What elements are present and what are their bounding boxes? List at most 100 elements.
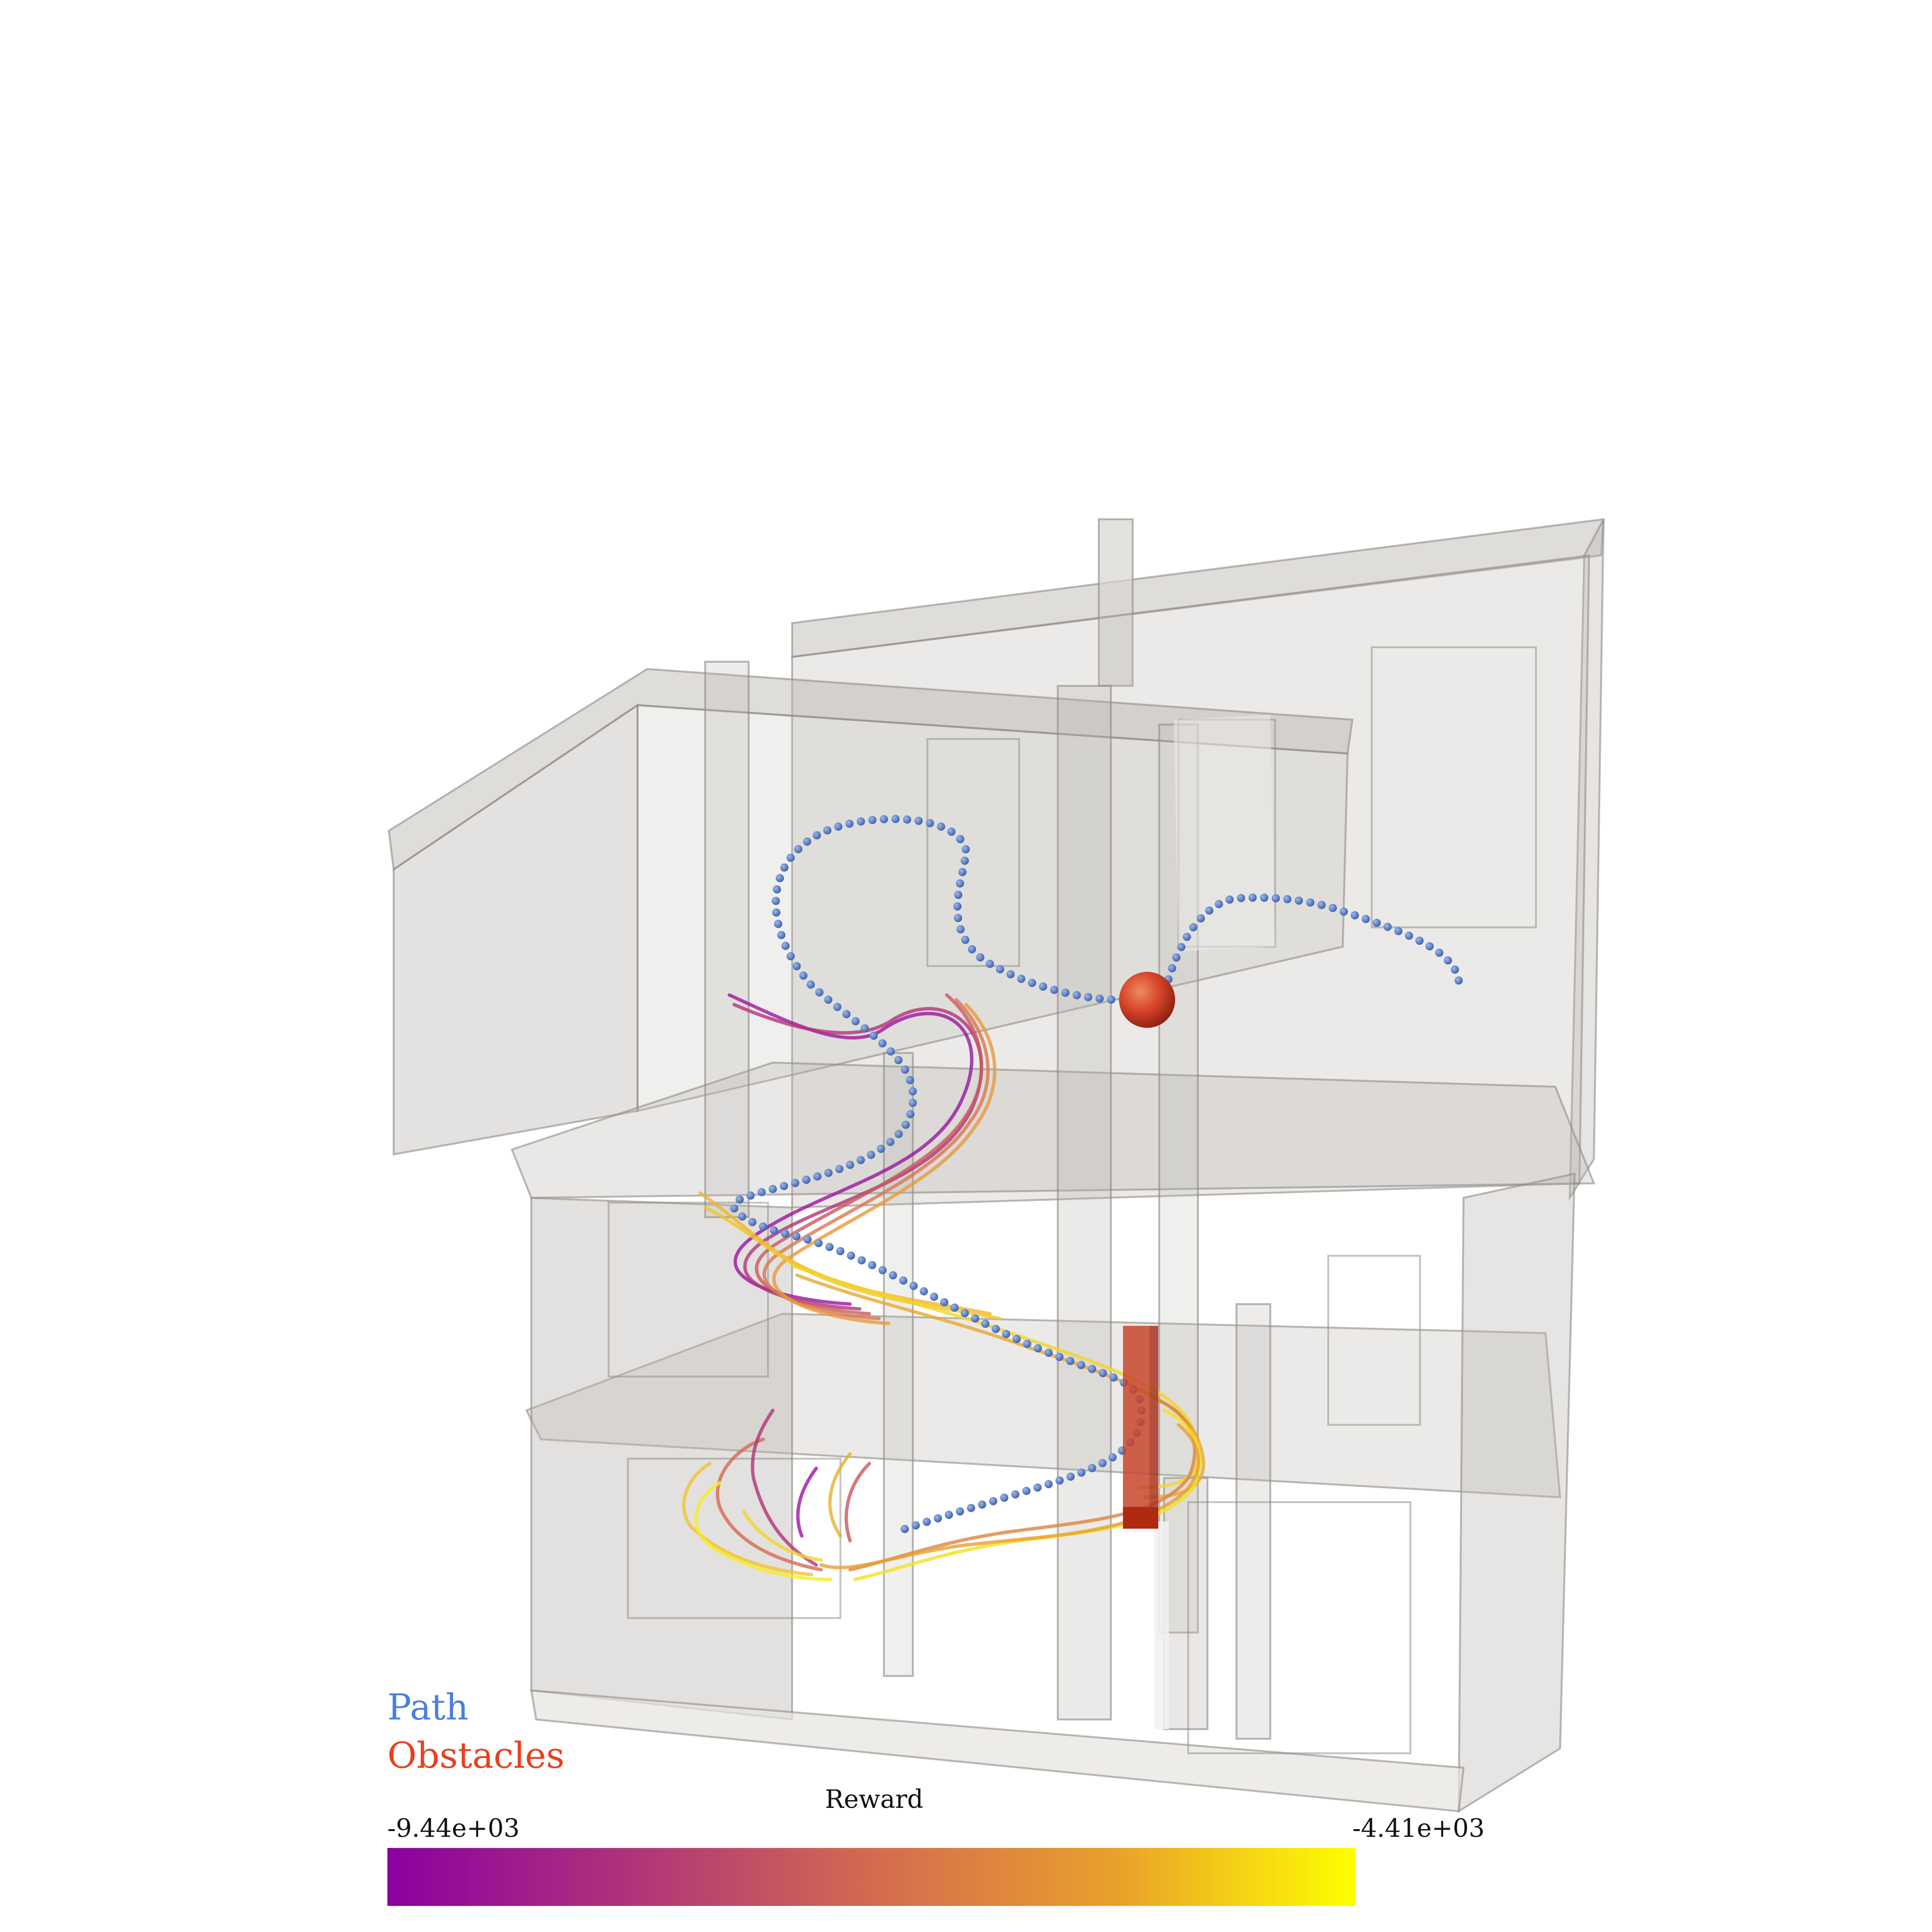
path-waypoint (730, 1204, 739, 1213)
path-waypoint (823, 826, 832, 835)
path-waypoint (803, 838, 811, 846)
building (387, 518, 1605, 1813)
path-waypoint (1362, 915, 1370, 923)
path-waypoint (950, 1303, 959, 1312)
path-waypoint (1002, 1330, 1010, 1338)
path-waypoint (869, 1031, 878, 1040)
path-waypoint (1012, 1335, 1021, 1343)
obstacles (1119, 972, 1175, 1529)
path-waypoint (815, 988, 824, 996)
path-waypoint (757, 1188, 766, 1196)
door-panel (926, 738, 1020, 967)
path-waypoint (976, 953, 985, 962)
path-waypoint (945, 1510, 953, 1519)
path-waypoint (1044, 1480, 1053, 1489)
column (1057, 685, 1112, 1720)
path-waypoint (814, 1239, 823, 1248)
colorbar-max-label: -4.41e+03 (1352, 1814, 1485, 1843)
path-waypoint (906, 1110, 915, 1119)
door-panel (1187, 1501, 1411, 1754)
path-waypoint (824, 995, 833, 1004)
path-waypoint (802, 1176, 810, 1184)
path-waypoint (978, 1500, 986, 1509)
path-waypoint (961, 856, 969, 865)
path-waypoint (1182, 933, 1191, 941)
path-waypoint (1189, 923, 1198, 932)
path-waypoint (792, 1232, 801, 1241)
path-waypoint (824, 1168, 833, 1177)
path-waypoint (1077, 1468, 1086, 1477)
path-waypoint (891, 815, 900, 824)
path-waypoint (886, 1137, 895, 1146)
path-waypoint (900, 1525, 909, 1534)
path-waypoint (956, 835, 965, 843)
path-waypoint (1271, 894, 1280, 903)
path-waypoint (930, 1293, 938, 1301)
path-waypoint (1084, 993, 1093, 1001)
path-waypoint (1425, 942, 1434, 951)
path-waypoint (781, 1229, 790, 1238)
path-waypoint (877, 1145, 885, 1153)
path-waypoint (1028, 979, 1037, 987)
path-waypoint (847, 1251, 855, 1260)
path-waypoint (899, 1276, 908, 1285)
path-waypoint (981, 1320, 990, 1328)
path-waypoint (1066, 1357, 1075, 1365)
path-waypoint (958, 868, 967, 876)
path-waypoint (845, 819, 854, 828)
path-waypoint (909, 1098, 917, 1107)
path-waypoint (807, 980, 815, 989)
path-waypoint (835, 1165, 844, 1173)
column (1236, 1303, 1271, 1740)
path-waypoint (1172, 953, 1180, 962)
door-panel (1327, 1255, 1421, 1426)
path-waypoint (989, 1497, 997, 1506)
path-waypoint (906, 1076, 914, 1084)
trajectory (751, 1408, 818, 1567)
path-waypoint (996, 965, 1005, 974)
colorbar-gradient (387, 1848, 1355, 1906)
path-waypoint (878, 1039, 887, 1048)
path-waypoint (1050, 985, 1059, 994)
path-waypoint (886, 1047, 895, 1056)
trajectory (796, 1466, 818, 1538)
path-waypoint (1088, 1364, 1096, 1373)
trajectory (716, 1437, 823, 1572)
path-waypoint (901, 1121, 910, 1129)
floor-slab-mid (511, 1061, 1595, 1199)
path-waypoint (954, 914, 962, 923)
path-waypoint (937, 822, 945, 831)
path-waypoint (799, 971, 808, 980)
path-waypoint (1236, 894, 1245, 902)
path-waypoint (903, 815, 911, 824)
path-waypoint (1372, 919, 1381, 927)
path-waypoint (759, 1222, 767, 1231)
path-waypoint (909, 1281, 918, 1290)
path-waypoint (1260, 894, 1268, 902)
path-waypoint (1383, 923, 1392, 931)
path-waypoint (1317, 901, 1326, 909)
path-waypoint (1044, 1349, 1053, 1357)
path-waypoint (961, 1309, 969, 1318)
column (883, 1052, 914, 1677)
path-waypoint (1350, 911, 1359, 920)
trajectory (694, 1481, 833, 1581)
trajectory (819, 1423, 1200, 1569)
path-waypoint (1072, 991, 1081, 999)
path-waypoint (1294, 896, 1303, 905)
path-waypoint (781, 941, 790, 950)
path-waypoint (889, 1271, 897, 1279)
path-waypoint (867, 1151, 875, 1159)
path-waypoint (1248, 894, 1257, 902)
path-waypoint (1107, 995, 1116, 1004)
path-waypoint (909, 1087, 917, 1095)
path-waypoint (803, 1235, 812, 1244)
ground-slab (530, 1689, 1465, 1813)
path-waypoint (833, 1003, 842, 1011)
obstacle-column-side (1150, 1326, 1158, 1519)
path-waypoint (773, 885, 781, 894)
path-waypoint (914, 816, 923, 825)
path-waypoint (901, 1065, 909, 1074)
